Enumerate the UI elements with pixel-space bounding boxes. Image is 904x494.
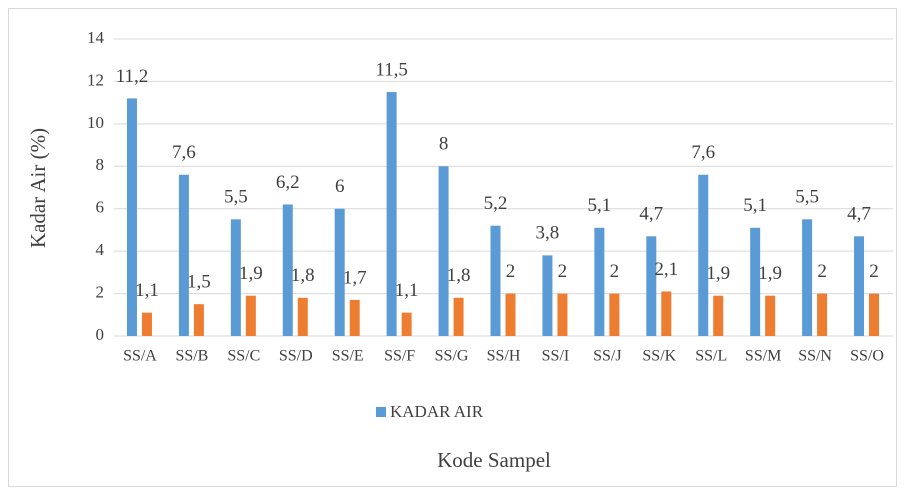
y-tick-label: 14 [87, 28, 105, 47]
y-axis-label: Kadar Air (%) [26, 128, 50, 248]
bar [594, 227, 605, 336]
y-tick-label: 0 [96, 325, 105, 344]
value-label: 5,1 [743, 195, 767, 216]
value-label: 1,7 [343, 267, 367, 288]
bar [282, 204, 293, 336]
bar [713, 295, 724, 336]
bar [854, 236, 865, 336]
x-tick-label: SS/G [435, 348, 469, 365]
bar [646, 236, 657, 336]
bar [230, 219, 241, 336]
bar [557, 293, 568, 336]
bar [490, 225, 501, 336]
bar [126, 98, 137, 337]
value-label: 1,9 [706, 263, 730, 284]
value-label: 6,2 [276, 172, 300, 193]
x-tick-label: SS/E [332, 348, 364, 365]
bar [765, 295, 776, 336]
value-label: 2 [558, 261, 568, 282]
x-tick-label: SS/A [123, 348, 157, 365]
legend-swatch [376, 407, 386, 417]
x-tick-label: SS/B [175, 348, 208, 365]
bar [386, 92, 397, 337]
value-label: 11,2 [116, 66, 149, 87]
value-label: 2 [817, 261, 827, 282]
value-label: 1,1 [135, 280, 159, 301]
value-label: 5,5 [224, 187, 248, 208]
bar [245, 295, 256, 336]
x-tick-label: SS/M [745, 348, 781, 365]
bar [141, 312, 152, 336]
value-label: 4,7 [639, 204, 663, 225]
bar [802, 219, 813, 336]
bar [401, 312, 412, 336]
value-label: 6 [335, 176, 345, 197]
bar [542, 255, 553, 336]
x-tick-label: SS/I [542, 348, 570, 365]
value-label: 3,8 [536, 223, 560, 244]
bar [178, 174, 189, 336]
y-tick-label: 4 [96, 240, 105, 259]
chart-border [8, 8, 897, 487]
y-tick-label: 2 [96, 282, 105, 301]
value-label: 1,8 [447, 265, 471, 286]
x-tick-label: SS/C [227, 348, 260, 365]
value-label: 1,5 [187, 272, 211, 293]
value-label: 5,5 [795, 187, 819, 208]
bar [193, 304, 204, 336]
value-label: 2 [610, 261, 620, 282]
bar [297, 297, 308, 336]
y-tick-label: 8 [96, 155, 105, 174]
value-label: 2 [869, 261, 879, 282]
bar [817, 293, 828, 336]
value-label: 1,1 [395, 280, 419, 301]
x-tick-label: SS/F [384, 348, 415, 365]
legend-label: KADAR AIR [390, 402, 484, 421]
bar [661, 291, 672, 336]
value-label: 7,6 [691, 142, 715, 163]
bar [334, 208, 345, 336]
bar [453, 297, 464, 336]
x-tick-label: SS/H [487, 348, 521, 365]
x-tick-label: SS/N [798, 348, 832, 365]
value-label: 5,1 [587, 195, 611, 216]
value-label: 4,7 [847, 204, 871, 225]
value-label: 7,6 [172, 142, 196, 163]
x-tick-label: SS/L [695, 348, 727, 365]
value-label: 1,9 [239, 263, 263, 284]
value-label: 2,1 [654, 259, 678, 280]
y-tick-label: 12 [87, 70, 104, 89]
bar [349, 299, 360, 336]
value-label: 2 [506, 261, 516, 282]
bar [505, 293, 516, 336]
x-tick-label: SS/O [850, 348, 884, 365]
value-label: 5,2 [484, 193, 508, 214]
bar [609, 293, 620, 336]
bar [438, 166, 449, 336]
bar [869, 293, 880, 336]
value-label: 1,8 [291, 265, 315, 286]
x-tick-label: SS/K [642, 348, 676, 365]
y-tick-label: 10 [87, 113, 104, 132]
x-tick-label: SS/J [593, 348, 621, 365]
y-tick-label: 6 [96, 198, 105, 217]
bar [750, 227, 761, 336]
x-axis-label: Kode Sampel [437, 448, 551, 472]
value-label: 1,9 [758, 263, 782, 284]
x-tick-label: SS/D [279, 348, 313, 365]
bar [698, 174, 709, 336]
value-label: 11,5 [375, 59, 408, 80]
value-label: 8 [439, 134, 449, 155]
